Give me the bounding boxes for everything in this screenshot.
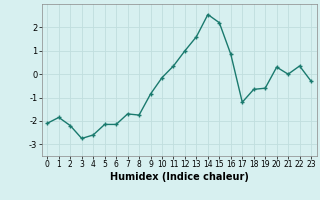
X-axis label: Humidex (Indice chaleur): Humidex (Indice chaleur) — [110, 172, 249, 182]
